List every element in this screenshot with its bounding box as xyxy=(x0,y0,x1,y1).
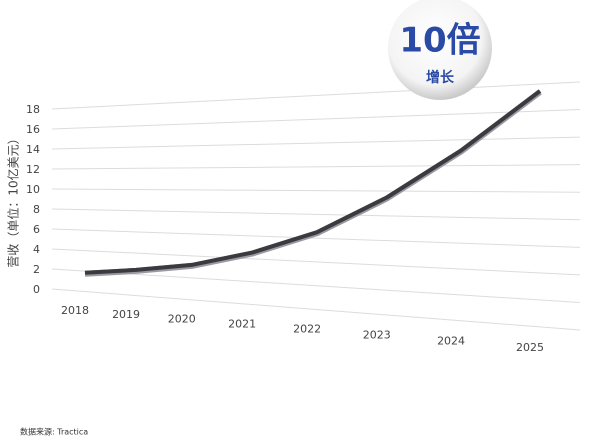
y-axis-label: 营收（单位：10亿美元） xyxy=(6,132,21,267)
grid-line xyxy=(51,188,581,193)
y-tick-label: 8 xyxy=(33,203,40,216)
x-tick-label: 2018 xyxy=(61,304,89,317)
x-tick-label: 2020 xyxy=(168,312,196,325)
grid-line xyxy=(51,228,581,248)
grid-line xyxy=(51,248,581,276)
line xyxy=(84,89,542,275)
grid-line xyxy=(51,164,581,170)
grid-line xyxy=(51,208,581,221)
grid-line xyxy=(51,109,581,130)
grid-line xyxy=(51,81,581,110)
source: 数据来源: Tractica xyxy=(20,427,88,437)
y-tick-label: 4 xyxy=(33,243,40,256)
badge-main: 10倍 xyxy=(399,21,480,61)
x-tick-label: 2019 xyxy=(112,308,140,321)
x-tick-label: 2021 xyxy=(228,317,256,330)
y-tick-label: 0 xyxy=(33,283,40,296)
x-tick-label: 2022 xyxy=(293,323,321,336)
badge xyxy=(388,0,492,100)
grid-line xyxy=(51,288,581,331)
y-tick-label: 16 xyxy=(26,123,40,136)
badge-sub: 增长 xyxy=(426,69,455,86)
y-tick-label: 14 xyxy=(26,143,40,156)
y-tick-label: 10 xyxy=(26,183,40,196)
grid-line xyxy=(51,136,581,150)
y-tick-label: 2 xyxy=(33,263,40,276)
y-tick-label: 18 xyxy=(26,103,40,116)
x-tick-label: 2025 xyxy=(516,341,544,354)
grid-line xyxy=(51,268,581,303)
y-tick-label: 6 xyxy=(33,223,40,236)
x-tick-label: 2023 xyxy=(363,328,391,341)
y-tick-label: 12 xyxy=(26,163,40,176)
x-tick-label: 2024 xyxy=(437,334,465,347)
